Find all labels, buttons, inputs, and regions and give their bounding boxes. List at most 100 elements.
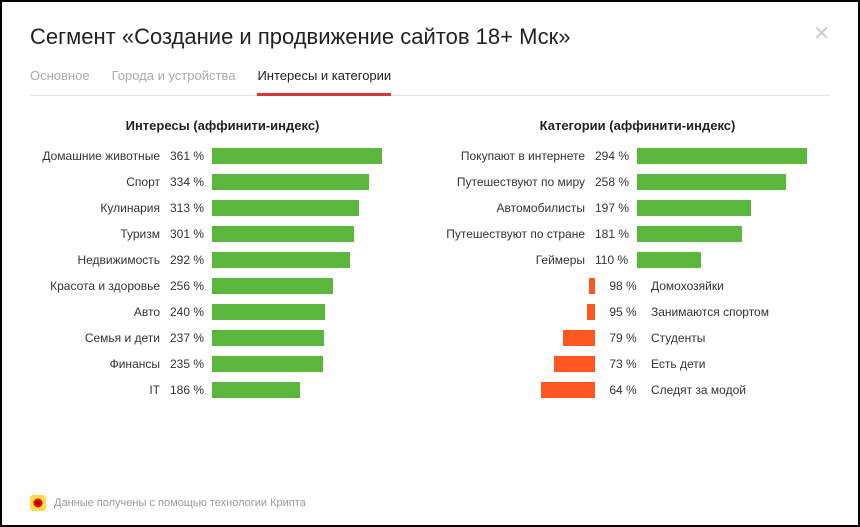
categories-chart: Категории (аффинити-индекс) Покупают в и… bbox=[445, 118, 830, 403]
categories-row-bar bbox=[637, 200, 751, 216]
categories-row: 73 %Есть дети bbox=[445, 351, 830, 377]
categories-row-bar-wrap bbox=[637, 226, 830, 242]
interests-row-pct: 235 % bbox=[170, 357, 212, 371]
interests-row-bar-wrap bbox=[212, 356, 415, 372]
interests-row: Семья и дети237 % bbox=[30, 325, 415, 351]
interests-row-label: Красота и здоровье bbox=[30, 279, 170, 293]
categories-row-label: Студенты bbox=[651, 331, 830, 345]
interests-row-label: Авто bbox=[30, 305, 170, 319]
modal-frame: Сегмент «Создание и продвижение сайтов 1… bbox=[0, 0, 860, 527]
categories-row-label: Геймеры bbox=[445, 253, 595, 267]
categories-row: 95 %Занимаются спортом bbox=[445, 299, 830, 325]
categories-row-bar bbox=[541, 382, 595, 398]
interests-row-label: Недвижимость bbox=[30, 253, 170, 267]
categories-row-bar-wrap bbox=[637, 148, 830, 164]
categories-row-bar bbox=[587, 304, 595, 320]
tabs: Основное Города и устройства Интересы и … bbox=[30, 68, 830, 96]
categories-row-bar-wrap bbox=[445, 278, 595, 294]
categories-row: Автомобилисты197 % bbox=[445, 195, 830, 221]
interests-row-pct: 292 % bbox=[170, 253, 212, 267]
categories-row: Путешествуют по миру258 % bbox=[445, 169, 830, 195]
interests-row: Авто240 % bbox=[30, 299, 415, 325]
interests-row-pct: 313 % bbox=[170, 201, 212, 215]
interests-row: Недвижимость292 % bbox=[30, 247, 415, 273]
categories-row: Путешествуют по стране181 % bbox=[445, 221, 830, 247]
categories-row-bar-wrap bbox=[445, 356, 595, 372]
categories-row: 79 %Студенты bbox=[445, 325, 830, 351]
interests-row-pct: 361 % bbox=[170, 149, 212, 163]
crypta-icon bbox=[30, 495, 46, 511]
categories-row-pct: 294 % bbox=[595, 149, 637, 163]
interests-row: Красота и здоровье256 % bbox=[30, 273, 415, 299]
interests-row-bar-wrap bbox=[212, 226, 415, 242]
categories-row-label: Есть дети bbox=[651, 357, 830, 371]
categories-row-bar-wrap bbox=[637, 252, 830, 268]
interests-row-bar bbox=[212, 200, 359, 216]
interests-row-label: Туризм bbox=[30, 227, 170, 241]
interests-row-bar-wrap bbox=[212, 304, 415, 320]
categories-row-label: Путешествуют по миру bbox=[445, 175, 595, 189]
tab-interests-categories[interactable]: Интересы и категории bbox=[257, 68, 391, 96]
categories-row: 98 %Домохозяйки bbox=[445, 273, 830, 299]
categories-row-bar-wrap bbox=[445, 304, 595, 320]
categories-row-pct: 110 % bbox=[595, 253, 637, 267]
interests-row-bar-wrap bbox=[212, 278, 415, 294]
categories-row-pct: 73 % bbox=[595, 357, 651, 371]
categories-row-label: Автомобилисты bbox=[445, 201, 595, 215]
footer-text: Данные получены с помощью технологии Кри… bbox=[54, 497, 306, 509]
categories-row-pct: 95 % bbox=[595, 305, 651, 319]
interests-row: IT186 % bbox=[30, 377, 415, 403]
categories-row-label: Путешествуют по стране bbox=[445, 227, 595, 241]
categories-row-bar bbox=[637, 174, 786, 190]
interests-row-label: IT bbox=[30, 383, 170, 397]
interests-row-pct: 240 % bbox=[170, 305, 212, 319]
interests-row: Кулинария313 % bbox=[30, 195, 415, 221]
interests-row: Финансы235 % bbox=[30, 351, 415, 377]
interests-row-bar bbox=[212, 174, 369, 190]
tab-main[interactable]: Основное bbox=[30, 68, 90, 95]
interests-row-pct: 301 % bbox=[170, 227, 212, 241]
charts-area: Интересы (аффинити-индекс) Домашние живо… bbox=[30, 118, 830, 403]
categories-row-bar-wrap bbox=[445, 330, 595, 346]
interests-row-bar-wrap bbox=[212, 330, 415, 346]
close-icon[interactable]: ✕ bbox=[813, 24, 830, 44]
categories-row-label: Покупают в интернете bbox=[445, 149, 595, 163]
interests-row-bar bbox=[212, 226, 354, 242]
categories-row-pct: 258 % bbox=[595, 175, 637, 189]
title-row: Сегмент «Создание и продвижение сайтов 1… bbox=[30, 24, 830, 50]
interests-row-bar bbox=[212, 382, 300, 398]
categories-row-bar-wrap bbox=[637, 200, 830, 216]
categories-row-bar-wrap bbox=[637, 174, 830, 190]
interests-row-bar bbox=[212, 252, 350, 268]
categories-chart-title: Категории (аффинити-индекс) bbox=[445, 118, 830, 133]
interests-row-bar bbox=[212, 330, 324, 346]
interests-row-bar bbox=[212, 278, 333, 294]
interests-row-bar bbox=[212, 356, 323, 372]
categories-row-pct: 181 % bbox=[595, 227, 637, 241]
categories-row: 64 %Следят за модой bbox=[445, 377, 830, 403]
interests-row-bar bbox=[212, 148, 382, 164]
categories-row: Покупают в интернете294 % bbox=[445, 143, 830, 169]
interests-row: Спорт334 % bbox=[30, 169, 415, 195]
categories-row-bar bbox=[554, 356, 595, 372]
interests-row-pct: 237 % bbox=[170, 331, 212, 345]
interests-row-label: Домашние животные bbox=[30, 149, 170, 163]
interests-row-pct: 256 % bbox=[170, 279, 212, 293]
interests-row-label: Спорт bbox=[30, 175, 170, 189]
tab-cities-devices[interactable]: Города и устройства bbox=[112, 68, 236, 95]
interests-row-label: Финансы bbox=[30, 357, 170, 371]
modal-inner: Сегмент «Создание и продвижение сайтов 1… bbox=[2, 2, 858, 417]
categories-row-pct: 98 % bbox=[595, 279, 651, 293]
categories-row-pct: 197 % bbox=[595, 201, 637, 215]
interests-row-label: Кулинария bbox=[30, 201, 170, 215]
interests-row-bar-wrap bbox=[212, 382, 415, 398]
interests-row-bar-wrap bbox=[212, 252, 415, 268]
categories-row-label: Следят за модой bbox=[651, 383, 830, 397]
interests-row-bar-wrap bbox=[212, 148, 415, 164]
page-title: Сегмент «Создание и продвижение сайтов 1… bbox=[30, 24, 571, 50]
interests-row-bar-wrap bbox=[212, 200, 415, 216]
categories-row-pct: 64 % bbox=[595, 383, 651, 397]
interests-row-label: Семья и дети bbox=[30, 331, 170, 345]
categories-row-bar bbox=[637, 226, 742, 242]
interests-row-pct: 186 % bbox=[170, 383, 212, 397]
